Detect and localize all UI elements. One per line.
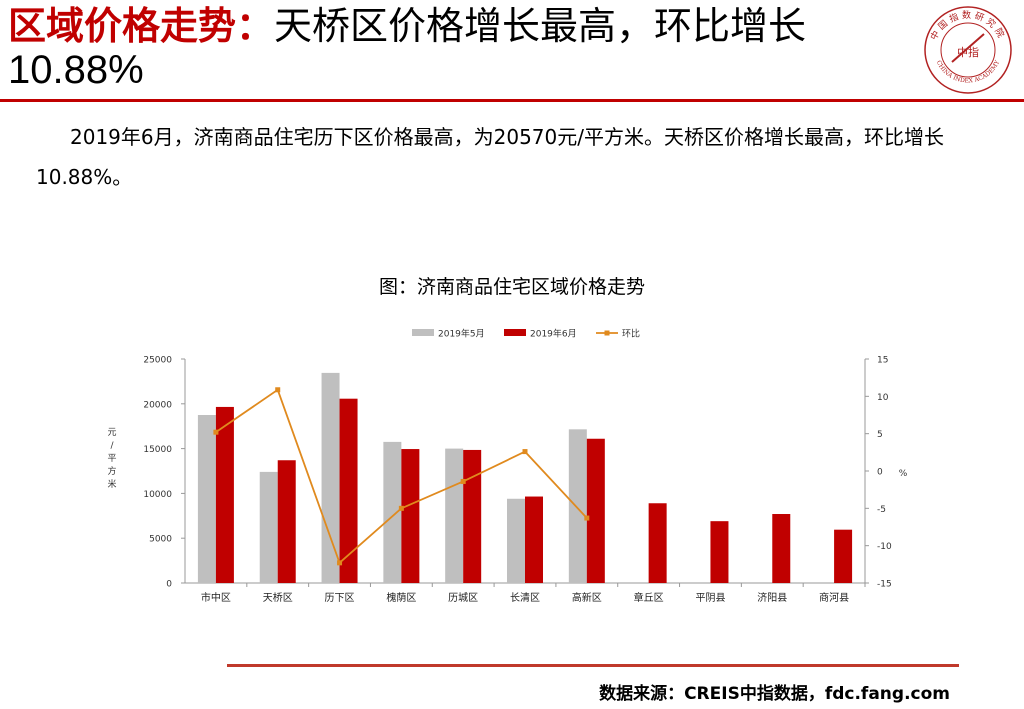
x-tick-label: 长清区 [510,591,540,604]
mom-point [213,429,219,435]
y-tick-label: 10000 [143,490,172,500]
summary-text: 2019年6月，济南商品住宅历下区价格最高，为20570元/平方米。天桥区价格增… [36,125,944,189]
y2-tick-label: -5 [877,505,886,515]
x-tick-label: 济阳县 [757,591,787,604]
bar-may [321,372,340,583]
mom-point [275,387,281,393]
y2-tick-label: -10 [877,542,892,552]
chart-caption: 图：济南商品住宅区域价格走势 [378,276,645,298]
bar-may [259,471,278,583]
mom-point [460,478,466,484]
title-text: 天桥区价格增长最高，环比增长 [274,4,807,48]
legend-swatch [504,329,526,336]
page-title: 区域价格走势：天桥区价格增长最高，环比增长 10.88% [8,4,908,92]
bar-june [525,496,543,583]
y2-tick-label: 10 [877,393,889,403]
y2-axis-label: % [899,469,908,479]
title-line-1: 区域价格走势：天桥区价格增长最高，环比增长 [8,4,908,48]
bar-june [463,449,482,583]
logo-center-text: 中指 [957,45,979,59]
y-tick-label: 0 [166,580,172,590]
x-tick-label: 市中区 [201,591,231,604]
footer-divider [227,664,959,667]
title-divider [0,99,1024,102]
bar-june [339,398,358,583]
bar-june [710,521,729,583]
legend-marker [604,330,610,336]
x-tick-label: 商河县 [819,591,849,604]
bar-june [586,438,605,583]
china-index-academy-logo: 中指 中国指数研究院 CHINA INDEX ACADEMY [924,6,1012,94]
legend-swatch [412,329,434,336]
mom-point [337,560,343,566]
y-tick-label: 5000 [149,535,172,545]
legend-label: 2019年6月 [530,328,577,340]
bar-may [197,415,216,583]
bar-may [383,441,402,583]
mom-point [522,449,528,455]
x-tick-label: 槐荫区 [386,591,416,604]
mom-point [584,515,590,521]
bar-may [507,498,525,583]
bar-june [648,503,667,583]
bar-june [277,460,296,583]
bar-june [772,514,791,583]
legend-label: 环比 [622,328,640,340]
bar-june [401,449,420,583]
title-prefix: 区域价格走势： [8,4,275,48]
bar-may [568,429,587,583]
x-tick-label: 平阴县 [695,592,725,604]
legend-label: 2019年5月 [438,328,485,340]
x-tick-label: 历下区 [325,592,355,604]
y2-tick-label: 15 [877,356,888,366]
bar-june [834,529,853,583]
title-line-2: 10.88% [8,48,144,92]
bar-june [215,406,234,583]
mom-point [398,505,404,511]
data-source: 数据来源：CREIS中指数据，fdc.fang.com [599,684,950,704]
bar-may [445,448,464,583]
y2-tick-label: -15 [877,580,892,590]
y-axis-label: 元/平方米 [107,428,116,490]
y2-tick-label: 0 [877,468,883,478]
x-tick-label: 章丘区 [634,591,664,604]
x-tick-label: 高新区 [572,591,602,604]
x-tick-label: 天桥区 [263,592,293,604]
y2-tick-label: 5 [877,430,883,440]
x-tick-label: 历城区 [448,592,478,604]
y-tick-label: 20000 [143,400,172,410]
y-tick-label: 25000 [143,356,172,366]
y-tick-label: 15000 [143,445,172,455]
